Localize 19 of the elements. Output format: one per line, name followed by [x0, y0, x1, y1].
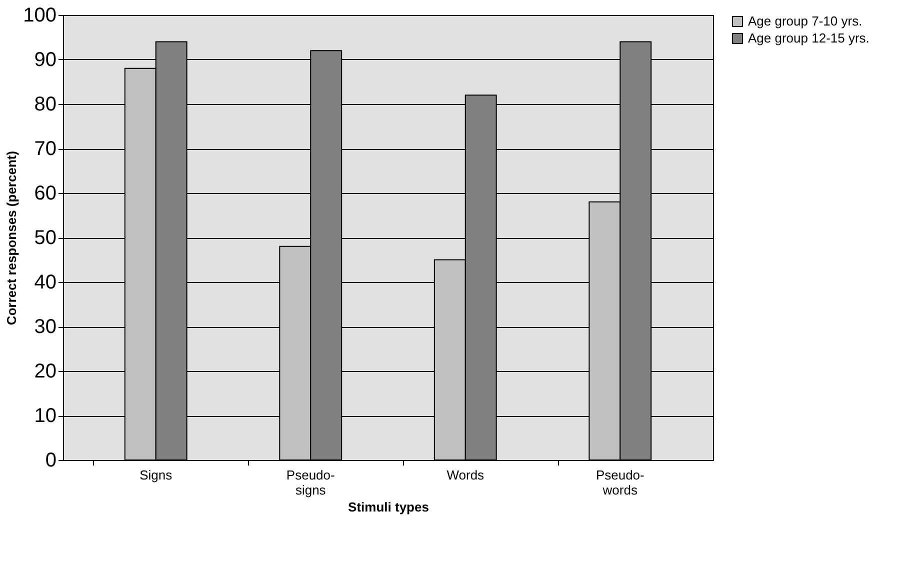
legend-label: Age group 12-15 yrs.: [748, 30, 870, 46]
x-tick-label: Pseudo-words: [596, 468, 644, 498]
y-tick-label: 0: [45, 450, 56, 472]
y-tick-label: 80: [34, 94, 56, 116]
legend-label: Age group 7-10 yrs.: [748, 14, 862, 28]
y-tick-label: 20: [34, 360, 56, 382]
y-tick-label: 50: [34, 227, 56, 249]
y-axis-title: Correct responses (percent): [4, 150, 20, 326]
y-tick-label: 100: [23, 4, 56, 26]
y-tick-label: 30: [34, 316, 56, 338]
y-tick-label: 60: [34, 182, 56, 204]
x-tick-label: Pseudo-signs: [286, 468, 335, 498]
x-tick-label: Signs: [140, 468, 173, 482]
y-tick-label: 70: [34, 138, 56, 160]
y-tick-label: 40: [34, 272, 56, 294]
y-tick-label: 10: [34, 405, 56, 427]
x-axis-title: Stimuli types: [348, 500, 429, 514]
y-tick-label: 90: [34, 49, 56, 71]
x-tick-label: Words: [446, 468, 485, 482]
